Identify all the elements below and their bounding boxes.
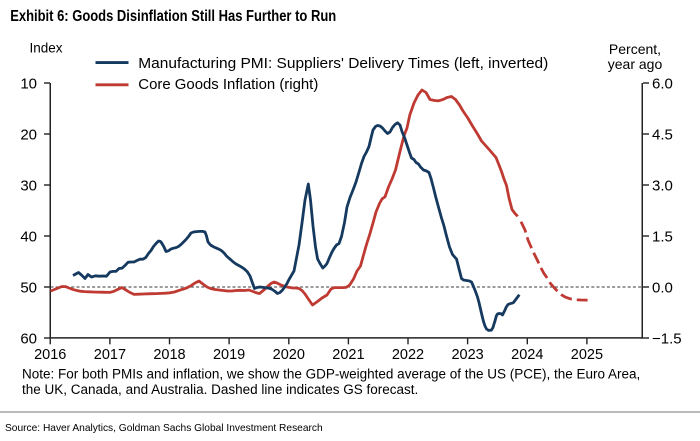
svg-text:4.5: 4.5 <box>652 127 673 144</box>
svg-text:60: 60 <box>20 330 37 347</box>
svg-text:0.0: 0.0 <box>652 280 673 297</box>
svg-text:2022: 2022 <box>392 347 424 363</box>
svg-text:6.0: 6.0 <box>652 76 673 93</box>
svg-text:year ago: year ago <box>608 56 663 72</box>
svg-text:−1.5: −1.5 <box>652 330 682 347</box>
svg-text:Percent,: Percent, <box>609 41 661 57</box>
svg-text:30: 30 <box>20 177 37 194</box>
svg-text:Note: For both PMIs and inflat: Note: For both PMIs and inflation, we sh… <box>22 366 640 381</box>
svg-text:2018: 2018 <box>153 347 185 363</box>
svg-text:2025: 2025 <box>571 347 603 363</box>
svg-text:2020: 2020 <box>273 347 305 363</box>
svg-text:20: 20 <box>20 126 37 143</box>
svg-text:50: 50 <box>20 279 37 296</box>
svg-text:10: 10 <box>20 75 37 92</box>
svg-text:Index: Index <box>30 41 63 56</box>
svg-text:2021: 2021 <box>332 347 364 363</box>
svg-text:2023: 2023 <box>451 347 483 363</box>
svg-text:Manufacturing PMI: Suppliers': Manufacturing PMI: Suppliers' Delivery T… <box>138 55 548 72</box>
svg-text:2019: 2019 <box>213 347 245 363</box>
svg-text:40: 40 <box>20 228 37 245</box>
svg-text:Exhibit 6: Goods Disinflation: Exhibit 6: Goods Disinflation Still Has … <box>10 8 336 25</box>
svg-text:Source: Haver Analytics, Goldm: Source: Haver Analytics, Goldman Sachs G… <box>5 423 323 434</box>
svg-text:2024: 2024 <box>511 347 543 363</box>
svg-text:3.0: 3.0 <box>652 178 673 195</box>
svg-text:the UK, Canada, and Australia.: the UK, Canada, and Australia. Dashed li… <box>22 382 418 397</box>
svg-text:2016: 2016 <box>34 347 66 363</box>
svg-text:1.5: 1.5 <box>652 229 673 246</box>
svg-text:Core Goods Inflation (right): Core Goods Inflation (right) <box>138 76 318 93</box>
svg-text:2017: 2017 <box>94 347 126 363</box>
